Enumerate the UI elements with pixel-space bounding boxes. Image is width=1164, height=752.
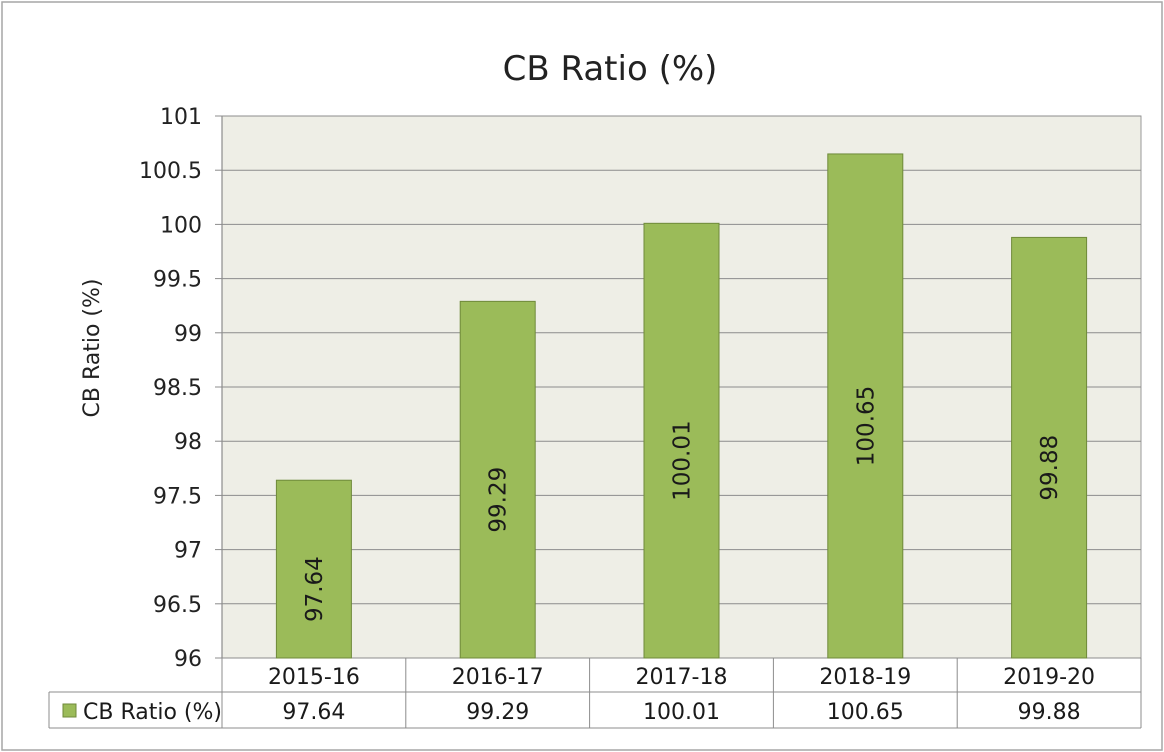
y-tick-label: 101 <box>160 105 202 130</box>
bar-2019-20 <box>1011 236 1088 659</box>
y-tick-label: 98.5 <box>153 376 202 401</box>
bar-2016-17 <box>459 300 536 659</box>
y-tick-label: 96.5 <box>153 593 202 618</box>
y-axis-label: CB Ratio (%) <box>80 279 105 418</box>
table-value-cell: 97.64 <box>282 700 345 725</box>
x-category-label: 2018-19 <box>819 665 911 690</box>
y-tick-label: 100 <box>160 213 202 238</box>
y-tick-label: 99 <box>174 322 202 347</box>
table-value-cell: 99.88 <box>1018 700 1081 725</box>
x-category-label: 2016-17 <box>452 665 544 690</box>
y-tick-label: 97.5 <box>153 484 202 509</box>
y-tick-label: 100.5 <box>139 159 202 184</box>
legend-series-name: CB Ratio (%) <box>83 700 222 725</box>
y-tick-label: 98 <box>174 430 202 455</box>
x-category-label: 2015-16 <box>268 665 360 690</box>
x-category-label: 2019-20 <box>1003 665 1095 690</box>
legend-swatch <box>62 703 77 718</box>
bar-2015-16 <box>275 479 352 659</box>
bar-data-label: 100.01 <box>670 420 696 500</box>
chart-title: CB Ratio (%) <box>503 49 718 89</box>
x-category-label: 2017-18 <box>636 665 728 690</box>
bar-2017-18 <box>643 222 720 659</box>
table-value-cell: 100.65 <box>827 700 904 725</box>
data-table: 2015-16 2016-17 2017-18 2018-19 2019-20 CB Ra… <box>48 658 1142 729</box>
y-tick-label: 99.5 <box>153 268 202 293</box>
bar-data-label: 100.65 <box>853 386 879 466</box>
table-value-cell: 100.01 <box>643 700 720 725</box>
bar-data-label: 97.64 <box>302 556 328 622</box>
bar-data-label: 99.88 <box>1037 435 1063 501</box>
y-tick-label: 96 <box>174 647 202 672</box>
plot-area: 96 96.5 97 97.5 98 98.5 99 99.5 100 100.5 101 97.64… <box>139 105 1142 672</box>
bar-2018-19 <box>827 153 904 659</box>
y-tick-label: 97 <box>174 539 202 564</box>
bar-data-label: 99.29 <box>486 467 512 533</box>
table-value-cell: 99.29 <box>466 700 529 725</box>
